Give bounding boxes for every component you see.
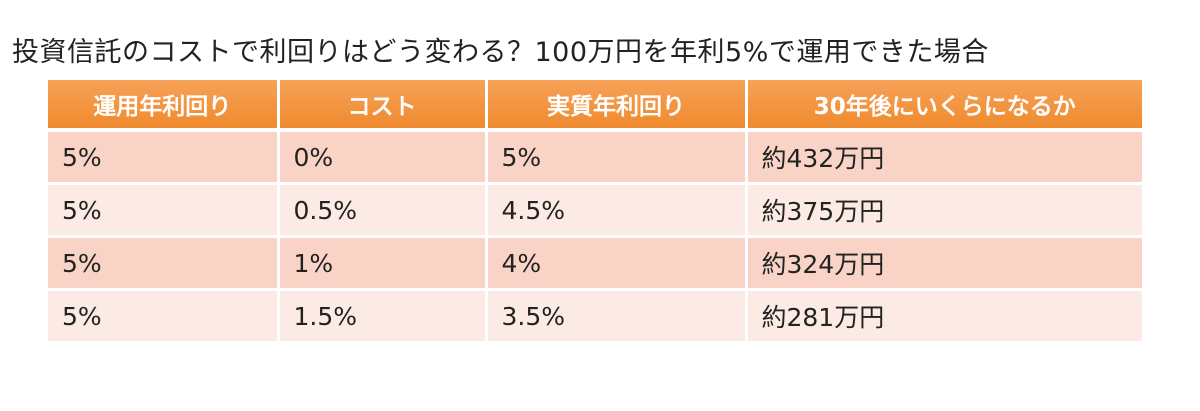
table-cell: 5% xyxy=(48,130,280,185)
table-cell: 4.5% xyxy=(486,183,748,238)
header-cell: コスト xyxy=(278,80,488,132)
header-cell: 運用年利回り xyxy=(48,80,280,132)
table-row: 5% 0% 5% 約432万円 xyxy=(48,130,1142,185)
table-cell: 5% xyxy=(48,183,280,238)
table-row: 5% 0.5% 4.5% 約375万円 xyxy=(48,183,1142,238)
table-cell: 5% xyxy=(48,289,280,344)
table-cell: 4% xyxy=(486,236,748,291)
table-cell: 約324万円 xyxy=(746,236,1142,291)
table-cell: 0.5% xyxy=(278,183,488,238)
table-cell: 1.5% xyxy=(278,289,488,344)
table-cell: 0% xyxy=(278,130,488,185)
table-row: 5% 1% 4% 約324万円 xyxy=(48,236,1142,291)
table: 運用年利回り コスト 実質年利回り 30年後にいくらになるか 5% 0% 5% 約432万円… xyxy=(48,80,1142,344)
table-cell: 約375万円 xyxy=(746,183,1142,238)
title: 投資信託のコストで利回りはどう変わる？100万円を年利5%で運用できた場合 xyxy=(12,37,989,68)
table-cell: 5% xyxy=(48,236,280,291)
table-row: 5% 1.5% 3.5% 約281万円 xyxy=(48,289,1142,344)
table-cell: 約432万円 xyxy=(746,130,1142,185)
header-cell: 30年後にいくらになるか xyxy=(746,80,1142,132)
table-cell: 1% xyxy=(278,236,488,291)
table-cell: 約281万円 xyxy=(746,289,1142,344)
table-body: 5% 0% 5% 約432万円 5% 0.5% 4.5% 約375万円 5% 1% 4% 約324万円… xyxy=(48,130,1142,344)
header-cell: 実質年利回り xyxy=(486,80,748,132)
table-cell: 3.5% xyxy=(486,289,748,344)
header-row: 運用年利回り コスト 実質年利回り 30年後にいくらになるか xyxy=(48,80,1142,132)
table-cell: 5% xyxy=(486,130,748,185)
